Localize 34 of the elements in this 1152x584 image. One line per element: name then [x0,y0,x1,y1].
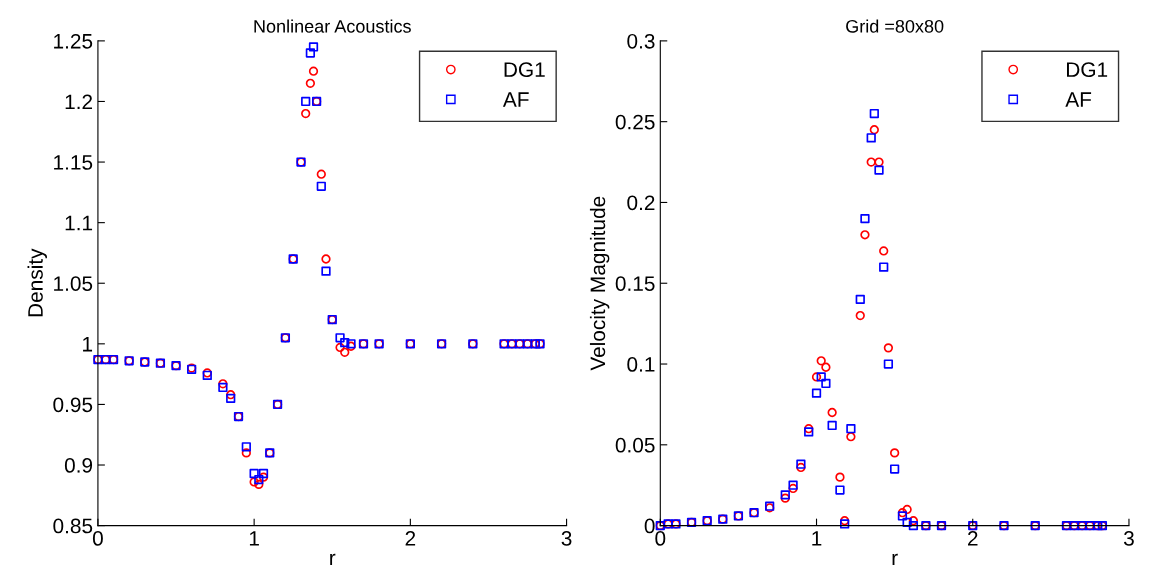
y-axis-title: Density [27,248,47,317]
chart-title: Nonlinear Acoustics [254,19,411,33]
y-tick-label: 1.25 [54,33,93,49]
y-axis-title: Velocity Magnitude [589,196,610,371]
x-tick-label: 2 [405,531,416,546]
x-tick-label: 0 [655,531,666,546]
x-tick-label: 2 [968,531,978,546]
legend-label: DG1 [1067,62,1108,78]
y-tick-label: 0.05 [615,437,655,453]
x-tick-label: 3 [1123,531,1134,546]
y-tick-label: 0.3 [627,33,655,49]
y-tick-label: 0.2 [627,195,655,211]
x-tick-label: 3 [561,531,572,546]
x-tick-label: 1 [249,531,259,546]
y-tick-label: 1.05 [54,276,93,291]
y-tick-label: 0.85 [53,518,93,534]
y-tick-label: 0.9 [64,458,93,473]
y-tick-label: 1.1 [65,215,93,231]
x-axis-title: r [330,553,336,565]
legend-label: AF [1065,92,1092,107]
y-tick-label: 0 [644,518,655,534]
x-tick-label: 1 [812,531,822,546]
y-tick-label: 0.15 [615,276,655,291]
y-tick-label: 1.2 [65,94,93,110]
y-tick-label: 0.95 [53,397,93,413]
chart-title: Grid =80x80 [846,19,944,33]
y-tick-label: 1.15 [54,155,93,170]
y-tick-label: 1 [83,337,93,352]
y-tick-label: 0.1 [627,357,655,372]
legend-label: DG1 [504,62,545,78]
x-tick-label: 0 [92,531,103,546]
x-axis-title: r [892,553,898,565]
legend-label: AF [502,92,529,107]
y-tick-label: 0.25 [615,114,655,130]
